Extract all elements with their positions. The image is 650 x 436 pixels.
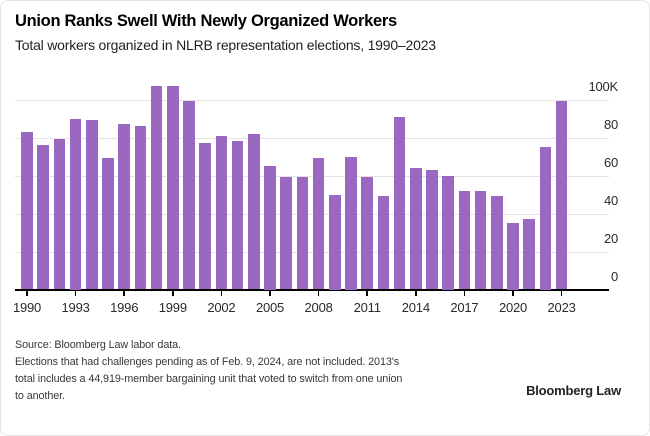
note-line-3: to another. (15, 390, 65, 402)
bar-2020 (507, 223, 519, 290)
bar-2004 (248, 133, 260, 290)
gridline-60 (15, 175, 609, 177)
gridline-20 (15, 251, 609, 253)
bar-2014 (410, 167, 422, 290)
gridline-100 (15, 99, 609, 101)
x-axis-label-2005: 2005 (255, 300, 285, 315)
bar-2003 (231, 141, 244, 290)
bar-1995 (102, 158, 114, 290)
source-line: Source: Bloomberg Law labor data. (15, 339, 181, 351)
x-tick-2005 (269, 290, 271, 296)
note-line-2: total includes a 44,919-member bargainin… (15, 373, 403, 385)
x-tick-1993 (74, 290, 77, 296)
bar-2012 (377, 196, 390, 290)
source-note: Source: Bloomberg Law labor data. Electi… (15, 337, 402, 405)
x-tick-2011 (366, 290, 368, 296)
x-tick-1996 (123, 290, 125, 296)
bar-2013 (393, 116, 406, 290)
bar-2015 (426, 169, 438, 290)
bar-1997 (134, 126, 147, 290)
y-axis-label-40: 40 (603, 192, 618, 208)
bar-1991 (37, 145, 49, 290)
x-axis-line (15, 288, 609, 291)
bar-2000 (183, 101, 195, 290)
bar-2009 (329, 194, 341, 290)
x-axis-label-1996: 1996 (110, 300, 139, 315)
bar-2006 (280, 177, 292, 290)
chart-subtitle: Total workers organized in NLRB represen… (15, 37, 436, 53)
x-axis-label-2014: 2014 (401, 300, 430, 315)
y-axis-label-100K: 100K (588, 78, 618, 94)
bar-2011 (361, 177, 373, 290)
x-tick-1999 (172, 290, 174, 296)
x-tick-2017 (463, 290, 466, 296)
x-axis-label-1993: 1993 (61, 300, 90, 315)
x-tick-2020 (512, 290, 514, 296)
gridline-80 (15, 137, 609, 139)
x-axis-label-2023: 2023 (547, 300, 576, 315)
x-tick-2002 (220, 290, 223, 296)
bar-1998 (150, 86, 163, 290)
y-axis-label-60: 60 (603, 154, 618, 170)
page-title: Union Ranks Swell With Newly Organized W… (15, 12, 397, 30)
bar-1993 (69, 118, 82, 290)
bloomberg-law-logo: Bloomberg Law (526, 383, 621, 398)
x-axis-label-2011: 2011 (353, 300, 381, 315)
bar-2008 (312, 158, 325, 290)
y-axis-label-80: 80 (603, 116, 618, 132)
gridline-40 (15, 213, 609, 215)
bar-2019 (491, 196, 503, 290)
bar-1996 (118, 124, 130, 290)
bar-2007 (296, 177, 309, 290)
x-tick-2014 (415, 290, 417, 296)
bar-2023 (555, 101, 568, 290)
x-tick-2023 (560, 290, 563, 296)
x-tick-2008 (317, 290, 320, 296)
y-axis-label-20: 20 (603, 230, 618, 246)
bar-2016 (442, 175, 454, 290)
bar-2005 (264, 166, 276, 290)
bar-2017 (458, 190, 471, 290)
y-axis-label-0: 0 (610, 268, 618, 284)
bar-2021 (523, 219, 535, 290)
x-axis-label-2002: 2002 (207, 300, 236, 315)
x-axis-label-1999: 1999 (158, 300, 187, 315)
x-axis-label-2020: 2020 (498, 300, 528, 315)
x-tick-1990 (26, 290, 28, 296)
note-line-1: Elections that had challenges pending as… (15, 356, 400, 368)
bar-2010 (345, 156, 357, 290)
x-axis-label-2017: 2017 (450, 300, 479, 315)
bar-1999 (167, 86, 179, 290)
bar-2022 (539, 147, 552, 290)
bar-2001 (199, 143, 211, 290)
bar-2018 (474, 190, 487, 290)
bar-2002 (215, 135, 228, 290)
x-axis-label-1990: 1990 (12, 300, 42, 315)
bar-1992 (53, 139, 66, 290)
bar-1994 (86, 120, 98, 290)
x-axis-label-2008: 2008 (304, 300, 333, 315)
bar-1990 (21, 131, 33, 290)
